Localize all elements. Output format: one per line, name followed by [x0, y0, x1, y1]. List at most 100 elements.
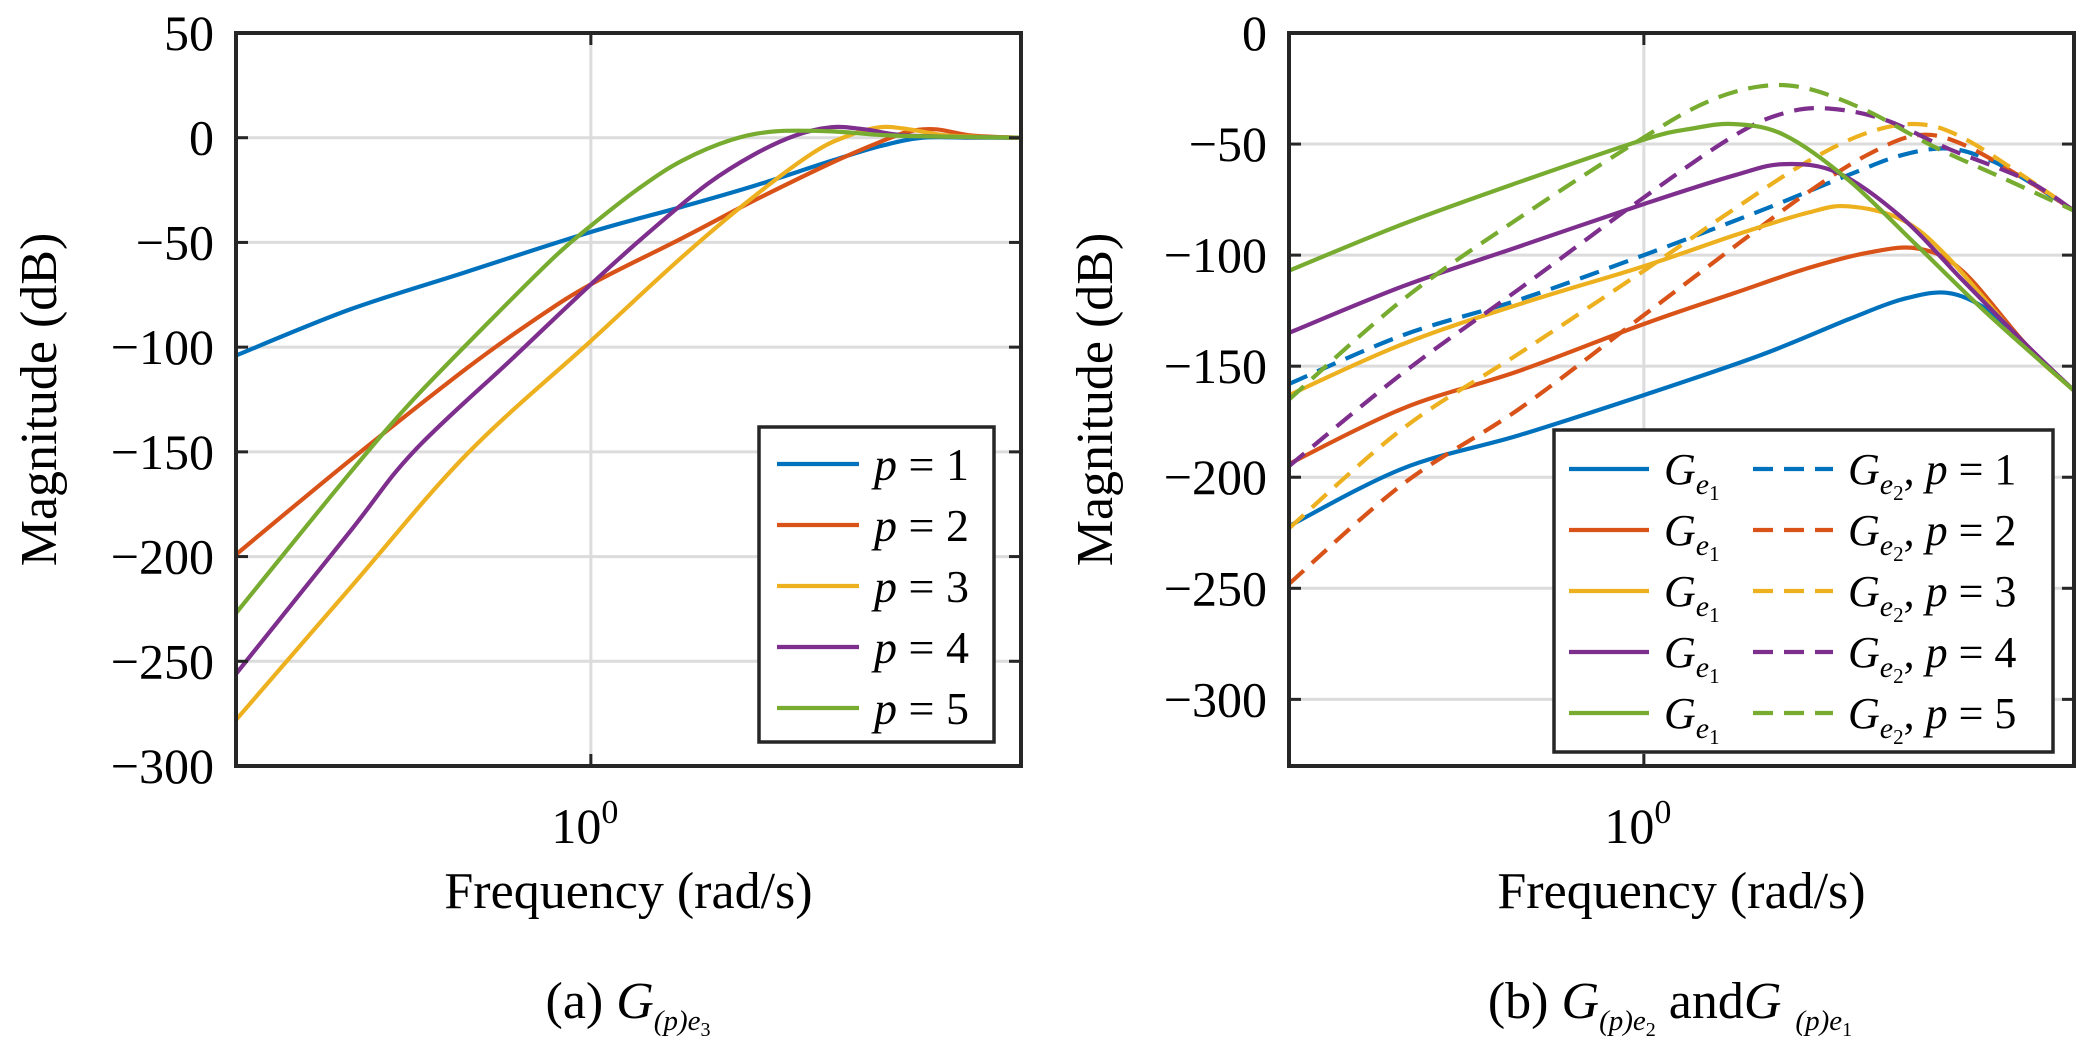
legend-rest: = 2 — [897, 500, 969, 551]
legend-subscript-index: 2 — [1893, 603, 1904, 627]
y-tick-label: −200 — [1164, 449, 1267, 505]
series-line-b-1 — [1289, 290, 2074, 528]
legend-subscript: e — [1880, 651, 1893, 684]
series-line-a-4 — [236, 124, 1021, 676]
caption-sub-e: e — [688, 1005, 701, 1037]
x-tick-exponent: 0 — [601, 794, 618, 831]
axes-box — [234, 31, 1023, 768]
caption-prefix: (b) — [1488, 973, 1562, 1030]
legend-label: Ge2, p = 3 — [1848, 567, 2016, 627]
legend: p = 1p = 2p = 3p = 4p = 5 — [757, 425, 996, 744]
panel-caption: (a) G(p)e3 — [546, 973, 711, 1041]
legend-symbol: G — [1848, 506, 1880, 555]
legend-rest: = 4 — [897, 622, 969, 673]
caption-sub-index: 3 — [700, 1019, 710, 1041]
series-line-b-7 — [1289, 161, 2074, 393]
legend-label: Ge2, p = 4 — [1848, 628, 2016, 688]
legend-label: Ge2, p = 1 — [1848, 445, 2016, 505]
panel-caption: (b) G(p)e2 andG (p)e1 — [1488, 973, 1852, 1041]
legend-var: p — [871, 561, 897, 612]
legend-var: p — [1923, 628, 1948, 677]
legend-comma: , — [1904, 445, 1926, 494]
y-tick-label: −150 — [111, 424, 214, 480]
series-line-a-2 — [236, 126, 1021, 557]
legend-rest: = 5 — [897, 683, 969, 734]
legend-subscript: e — [1880, 712, 1893, 745]
caption-mid: and — [1656, 973, 1744, 1030]
legend-var: p — [1923, 689, 1948, 738]
legend-rest: = 4 — [1948, 628, 2017, 677]
legend-label: Ge1 — [1664, 628, 1720, 688]
legend-rest: = 5 — [1948, 689, 2017, 738]
x-axis-label: Frequency (rad/s) — [1497, 863, 1865, 920]
y-tick-label: −300 — [111, 738, 214, 794]
legend-subscript: e — [1696, 712, 1709, 745]
caption-sub-paren-2: (p) — [1795, 1005, 1829, 1037]
y-tick-label: −50 — [1189, 116, 1267, 172]
legend-label: Ge1 — [1664, 445, 1720, 505]
legend-label: p = 5 — [871, 683, 969, 734]
legend-subscript-index: 1 — [1709, 542, 1720, 566]
legend-var: p — [871, 500, 897, 551]
legend-var: p — [871, 683, 897, 734]
legend-rest: = 1 — [1948, 445, 2017, 494]
y-tick-label: −150 — [1164, 338, 1267, 394]
legend-label: p = 4 — [871, 622, 969, 673]
legend-symbol: G — [1664, 506, 1696, 555]
series-line-b-8 — [1289, 106, 2074, 468]
legend-label: p = 2 — [871, 500, 969, 551]
legend-var: p — [1923, 445, 1948, 494]
axes-box — [1287, 31, 2076, 768]
caption-sub-paren: (p) — [654, 1005, 688, 1037]
legend-symbol: G — [1848, 689, 1880, 738]
y-axis-label: Magnitude (dB) — [11, 233, 68, 567]
y-tick-label: 0 — [1242, 5, 1267, 61]
x-tick-exponent: 0 — [1654, 794, 1671, 831]
legend-subscript: e — [1880, 468, 1893, 501]
legend-symbol: G — [1664, 689, 1696, 738]
legend-subscript: e — [1880, 529, 1893, 562]
x-tick-base: 10 — [1604, 798, 1654, 854]
y-tick-label: 0 — [189, 110, 214, 166]
caption-sub-e-2: e — [1829, 1005, 1842, 1037]
legend-subscript-index: 1 — [1709, 603, 1720, 627]
caption-sub-e: e — [1633, 1005, 1646, 1037]
legend-comma: , — [1904, 567, 1926, 616]
legend-var: p — [871, 622, 897, 673]
legend-symbol: G — [1664, 445, 1696, 494]
caption-sub-paren: (p) — [1599, 1005, 1633, 1037]
legend-comma: , — [1904, 628, 1926, 677]
y-tick-label: −250 — [111, 633, 214, 689]
legend-label: Ge2, p = 2 — [1848, 506, 2016, 566]
y-axis-label: Magnitude (dB) — [1067, 233, 1124, 567]
caption-sub-index-2: 1 — [1842, 1019, 1852, 1041]
caption-symbol: G — [616, 973, 654, 1030]
legend-label: Ge1 — [1664, 506, 1720, 566]
y-tick-label: −300 — [1164, 671, 1267, 727]
legend-subscript-index: 2 — [1893, 481, 1904, 505]
y-tick-label: −100 — [111, 319, 214, 375]
legend-subscript: e — [1880, 590, 1893, 623]
y-tick-label: −200 — [111, 529, 214, 585]
series-line-b-5 — [1289, 203, 2074, 398]
caption-symbol-2: G — [1744, 973, 1782, 1030]
legend-symbol: G — [1664, 628, 1696, 677]
legend-label: Ge1 — [1664, 689, 1720, 749]
legend-symbol: G — [1848, 628, 1880, 677]
series-line-b-9 — [1289, 121, 2074, 393]
y-tick-label: −100 — [1164, 227, 1267, 283]
x-tick-base: 10 — [551, 798, 601, 854]
series-group — [1289, 82, 2074, 586]
series-group — [236, 124, 1021, 722]
legend-symbol: G — [1848, 567, 1880, 616]
legend-subscript-index: 2 — [1893, 725, 1904, 749]
caption-sub-index: 2 — [1646, 1019, 1656, 1041]
y-tick-label: −50 — [136, 214, 214, 270]
legend-var: p — [1923, 506, 1948, 555]
x-axis-label: Frequency (rad/s) — [444, 863, 812, 920]
legend-label: p = 1 — [871, 439, 969, 490]
